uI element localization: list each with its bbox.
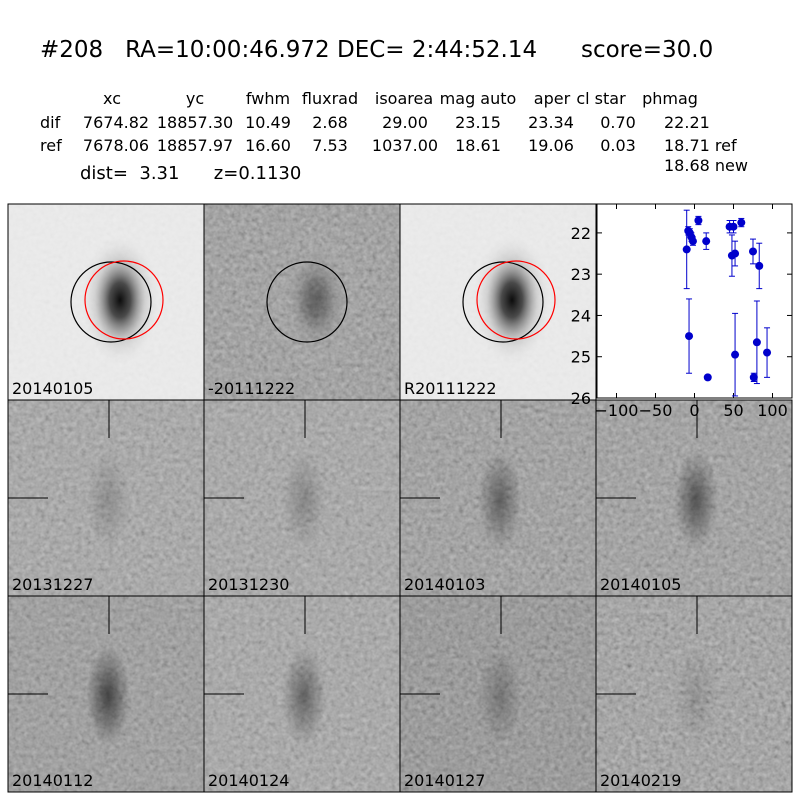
x-tick-label: −50 — [639, 401, 673, 420]
table-cell: 23.34 — [528, 113, 574, 132]
title: #208 RA=10:00:46.972 DEC= 2:44:52.14 sco… — [40, 37, 713, 63]
table-cell: 10.49 — [245, 113, 291, 132]
stamp-label: 20131230 — [208, 575, 289, 594]
table-cell: 23.15 — [455, 113, 501, 132]
table-cell: 7.53 — [312, 136, 348, 155]
table-cell: 22.21 — [664, 113, 710, 132]
stamp-label: 20140103 — [404, 575, 485, 594]
table-cell: 2.68 — [312, 113, 348, 132]
table-cell: 7674.82 — [83, 113, 149, 132]
x-tick-label: 0 — [689, 401, 699, 420]
aperture-circle-red — [476, 260, 556, 340]
y-tick-label: 22 — [571, 224, 591, 243]
table-cell: 1037.00 — [372, 136, 438, 155]
column-header: aper — [534, 89, 571, 108]
residual — [86, 646, 130, 746]
stamp-label: 20131227 — [12, 575, 93, 594]
data-point — [737, 218, 746, 227]
data-point — [731, 350, 740, 359]
data-point — [749, 373, 758, 382]
data-point — [703, 373, 712, 382]
data-point — [688, 237, 697, 246]
y-tick-label: 25 — [571, 348, 591, 367]
table-cell: 7678.06 — [83, 136, 149, 155]
stamp-label: 20140105 — [12, 379, 93, 398]
galaxy — [78, 230, 162, 370]
x-tick-label: 100 — [757, 401, 788, 420]
aperture-circle — [462, 261, 544, 343]
stamp-frame — [595, 595, 793, 793]
stamp-label: 20140112 — [12, 771, 93, 790]
stamp-label: 20140124 — [208, 771, 289, 790]
column-header: isoarea — [375, 89, 433, 108]
residual — [478, 450, 522, 550]
data-point — [685, 332, 694, 341]
table-cell: 18857.30 — [157, 113, 233, 132]
aperture-circle — [70, 261, 152, 343]
table-cell: 16.60 — [245, 136, 291, 155]
y-tick-label: 23 — [571, 265, 591, 284]
residual — [282, 450, 326, 550]
column-header: fluxrad — [302, 89, 358, 108]
data-point — [755, 261, 764, 270]
extra-mag: 18.68 new — [664, 156, 748, 175]
column-header: mag auto — [440, 89, 517, 108]
table-cell: 0.03 — [600, 136, 636, 155]
table-cell: 0.70 — [600, 113, 636, 132]
stamp-label: 20140127 — [404, 771, 485, 790]
data-point — [682, 245, 691, 254]
residual — [282, 646, 326, 746]
data-point — [702, 237, 711, 246]
column-header: yc — [186, 89, 204, 108]
data-point — [763, 348, 772, 357]
stamp-label: 20140105 — [600, 575, 681, 594]
data-point — [749, 247, 757, 256]
stamp-label: R20111222 — [404, 379, 497, 398]
data-point — [731, 249, 740, 258]
galaxy — [274, 230, 358, 370]
galaxy — [470, 230, 554, 370]
table-cell: 18857.97 — [157, 136, 233, 155]
info: dist= 3.31 z=0.1130 — [80, 163, 301, 184]
table-cell: dif — [40, 113, 61, 132]
aperture-circle-red — [84, 260, 164, 340]
table-cell: 19.06 — [528, 136, 574, 155]
table-cell: 29.00 — [382, 113, 428, 132]
column-header: xc — [103, 89, 121, 108]
stamp-label: -20111222 — [208, 379, 295, 398]
residual — [86, 450, 130, 550]
residual — [674, 646, 718, 746]
data-point — [729, 222, 738, 231]
column-header: cl star — [576, 89, 626, 108]
y-tick-label: 24 — [571, 306, 591, 325]
column-header: phmag — [642, 89, 698, 108]
table-cell: 18.61 — [455, 136, 501, 155]
table-cell: ref — [40, 136, 62, 155]
data-point — [752, 338, 761, 347]
stamp-label: 20140219 — [600, 771, 681, 790]
x-tick-label: 50 — [723, 401, 743, 420]
residual — [478, 646, 522, 746]
table-cell: 18.71 ref — [664, 136, 737, 155]
column-header: fwhm — [246, 89, 290, 108]
residual — [674, 450, 718, 550]
data-point — [694, 216, 703, 225]
x-tick-label: −100 — [595, 401, 639, 420]
plot-area — [596, 203, 793, 399]
y-tick-label: 26 — [571, 389, 591, 408]
aperture-circle — [266, 261, 348, 343]
